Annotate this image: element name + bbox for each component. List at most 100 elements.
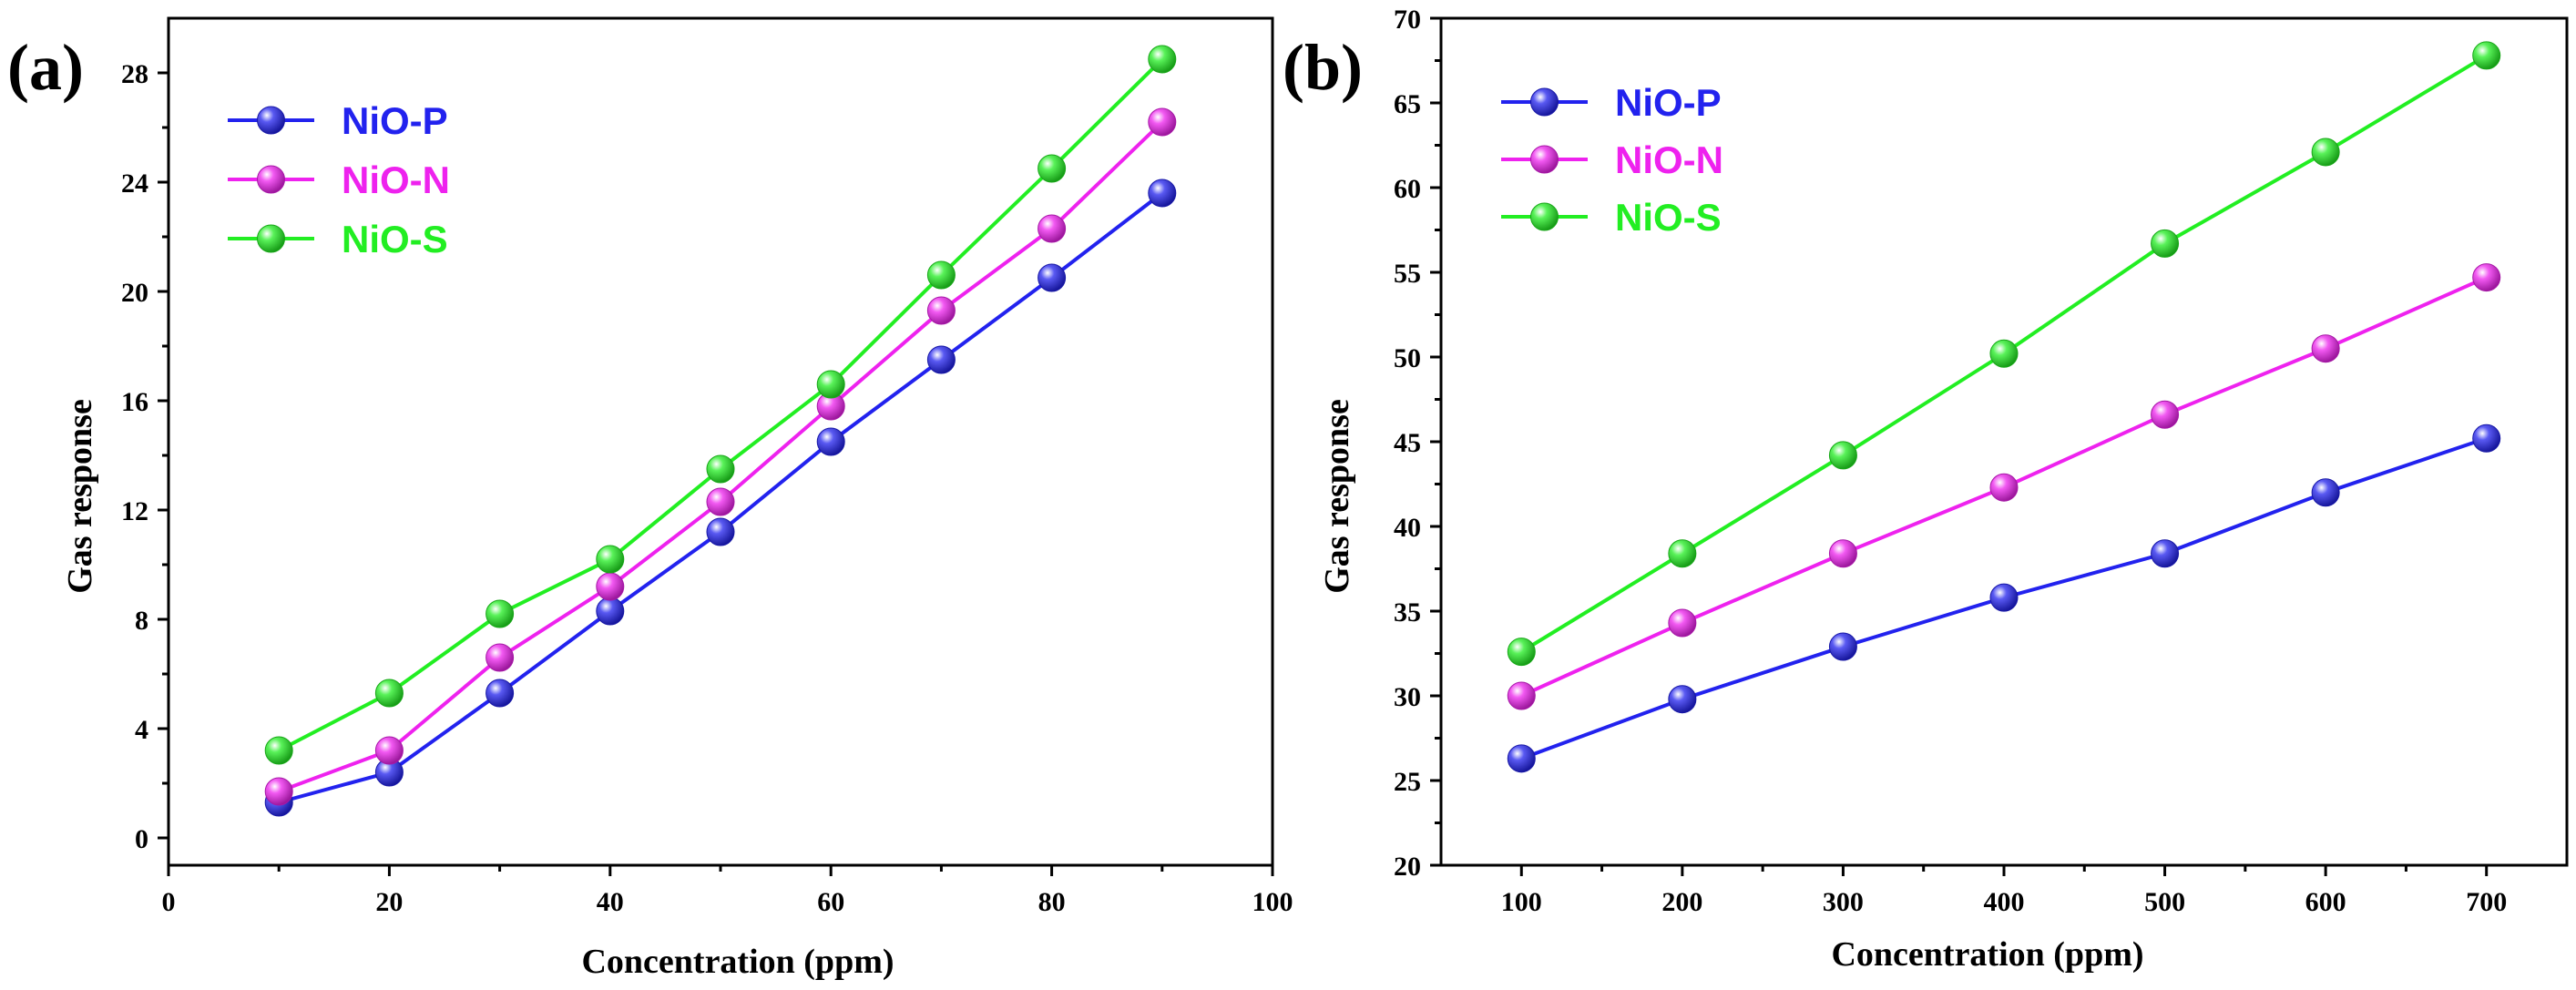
- x-tick-label: 700: [2466, 887, 2507, 917]
- data-point-nio-p: [816, 427, 845, 456]
- data-point-nio-s: [1148, 45, 1177, 74]
- data-point-nio-n: [2311, 334, 2340, 363]
- x-tick-label: 20: [375, 887, 403, 917]
- y-tick-label: 40: [1394, 513, 1421, 543]
- legend-marker-nio-p: [1530, 87, 1559, 117]
- data-point-nio-s: [264, 736, 293, 765]
- y-tick-label: 50: [1394, 343, 1421, 373]
- plot-frame: [167, 16, 1274, 867]
- y-tick-label: 65: [1394, 89, 1421, 119]
- data-point-nio-s: [926, 260, 956, 290]
- data-point-nio-n: [374, 736, 404, 765]
- data-point-nio-p: [486, 679, 515, 708]
- y-tick-label: 20: [1394, 852, 1421, 882]
- plot-frame: [1439, 16, 2569, 867]
- y-tick-label: 12: [121, 496, 148, 526]
- x-axis-title-a: Concentration (ppm): [581, 943, 894, 981]
- data-point-nio-n: [2151, 400, 2180, 429]
- legend-marker-nio-n: [1530, 145, 1559, 174]
- data-point-nio-s: [486, 599, 515, 628]
- data-point-nio-n: [264, 777, 293, 806]
- data-point-nio-s: [1507, 638, 1536, 667]
- x-tick-label: 40: [597, 887, 624, 917]
- legend-marker-nio-p: [257, 106, 285, 135]
- data-point-nio-s: [1989, 339, 2019, 368]
- data-point-nio-p: [596, 597, 625, 626]
- data-point-nio-s: [1668, 539, 1697, 568]
- x-tick-label: 0: [162, 887, 176, 917]
- data-point-nio-n: [1828, 539, 1857, 568]
- data-point-nio-s: [706, 454, 735, 484]
- y-axis-title-b: Gas response: [1318, 399, 1356, 594]
- x-tick-label: 80: [1038, 887, 1066, 917]
- x-tick-label: 60: [817, 887, 844, 917]
- x-tick-label: 600: [2305, 887, 2346, 917]
- x-axis-title-b: Concentration (ppm): [1831, 935, 2143, 974]
- x-tick-label: 300: [1823, 887, 1864, 917]
- legend-label-nio-n: NiO-N: [342, 158, 450, 201]
- data-point-nio-p: [1507, 744, 1536, 773]
- data-point-nio-p: [2472, 424, 2501, 453]
- data-point-nio-n: [1507, 681, 1536, 710]
- data-point-nio-p: [1668, 685, 1697, 714]
- data-point-nio-p: [1828, 632, 1857, 661]
- data-point-nio-p: [926, 345, 956, 374]
- x-tick-label: 100: [1252, 887, 1293, 917]
- y-tick-label: 25: [1394, 767, 1421, 797]
- panel-label-a: (a): [7, 31, 84, 104]
- data-point-nio-s: [2311, 138, 2340, 167]
- y-tick-label: 30: [1394, 682, 1421, 712]
- data-point-nio-p: [1038, 263, 1067, 292]
- data-point-nio-n: [926, 296, 956, 325]
- y-tick-label: 28: [121, 59, 148, 89]
- x-tick-label: 400: [1984, 887, 2025, 917]
- y-tick-label: 55: [1394, 259, 1421, 289]
- legend-label-nio-s: NiO-S: [342, 218, 448, 260]
- data-point-nio-n: [706, 487, 735, 516]
- y-tick-label: 16: [121, 387, 148, 417]
- y-tick-label: 35: [1394, 597, 1421, 628]
- legend-label-nio-p: NiO-P: [1615, 81, 1722, 124]
- data-point-nio-n: [1989, 473, 2019, 502]
- data-point-nio-n: [1038, 214, 1067, 243]
- y-tick-label: 70: [1394, 5, 1421, 35]
- y-tick-label: 8: [135, 606, 148, 636]
- data-point-nio-s: [2151, 229, 2180, 258]
- y-tick-label: 4: [135, 715, 148, 745]
- x-tick-label: 200: [1661, 887, 1702, 917]
- data-point-nio-s: [2472, 41, 2501, 70]
- legend-label-nio-s: NiO-S: [1615, 196, 1722, 239]
- x-tick-label: 100: [1501, 887, 1542, 917]
- chart-panel-a: (a) 0 20 40 60 80 100 0 4 8 12 16 20 24 28 NiO-P NiO-N…: [7, 16, 1293, 981]
- data-point-nio-s: [1038, 154, 1067, 183]
- data-point-nio-p: [706, 517, 735, 546]
- data-point-nio-n: [1668, 608, 1697, 638]
- data-point-nio-p: [1148, 179, 1177, 208]
- data-point-nio-p: [2311, 478, 2340, 507]
- data-point-nio-n: [486, 643, 515, 672]
- legend-marker-nio-s: [1530, 202, 1559, 231]
- legend-marker-nio-n: [257, 165, 285, 194]
- chart-panel-b: (b) 100 200 300 400 500 600 700 20 25 30 35 40 45 50 5…: [1283, 5, 2569, 974]
- data-point-nio-s: [1828, 441, 1857, 470]
- data-point-nio-s: [374, 679, 404, 708]
- panel-label-b: (b): [1283, 31, 1363, 104]
- data-point-nio-p: [2151, 539, 2180, 568]
- y-tick-label: 24: [121, 168, 148, 199]
- data-point-nio-s: [816, 370, 845, 399]
- data-point-nio-p: [1989, 583, 2019, 612]
- y-tick-label: 20: [121, 278, 148, 308]
- legend-marker-nio-s: [257, 224, 285, 253]
- y-axis-title-a: Gas response: [61, 399, 99, 594]
- legend-label-nio-n: NiO-N: [1615, 138, 1723, 181]
- y-tick-label: 60: [1394, 174, 1421, 204]
- data-point-nio-n: [1148, 107, 1177, 137]
- data-point-nio-s: [596, 545, 625, 574]
- data-point-nio-n: [596, 572, 625, 601]
- legend-label-nio-p: NiO-P: [342, 99, 448, 142]
- data-point-nio-n: [2472, 263, 2501, 292]
- y-tick-label: 0: [135, 824, 148, 854]
- y-tick-label: 45: [1394, 428, 1421, 458]
- x-tick-label: 500: [2144, 887, 2185, 917]
